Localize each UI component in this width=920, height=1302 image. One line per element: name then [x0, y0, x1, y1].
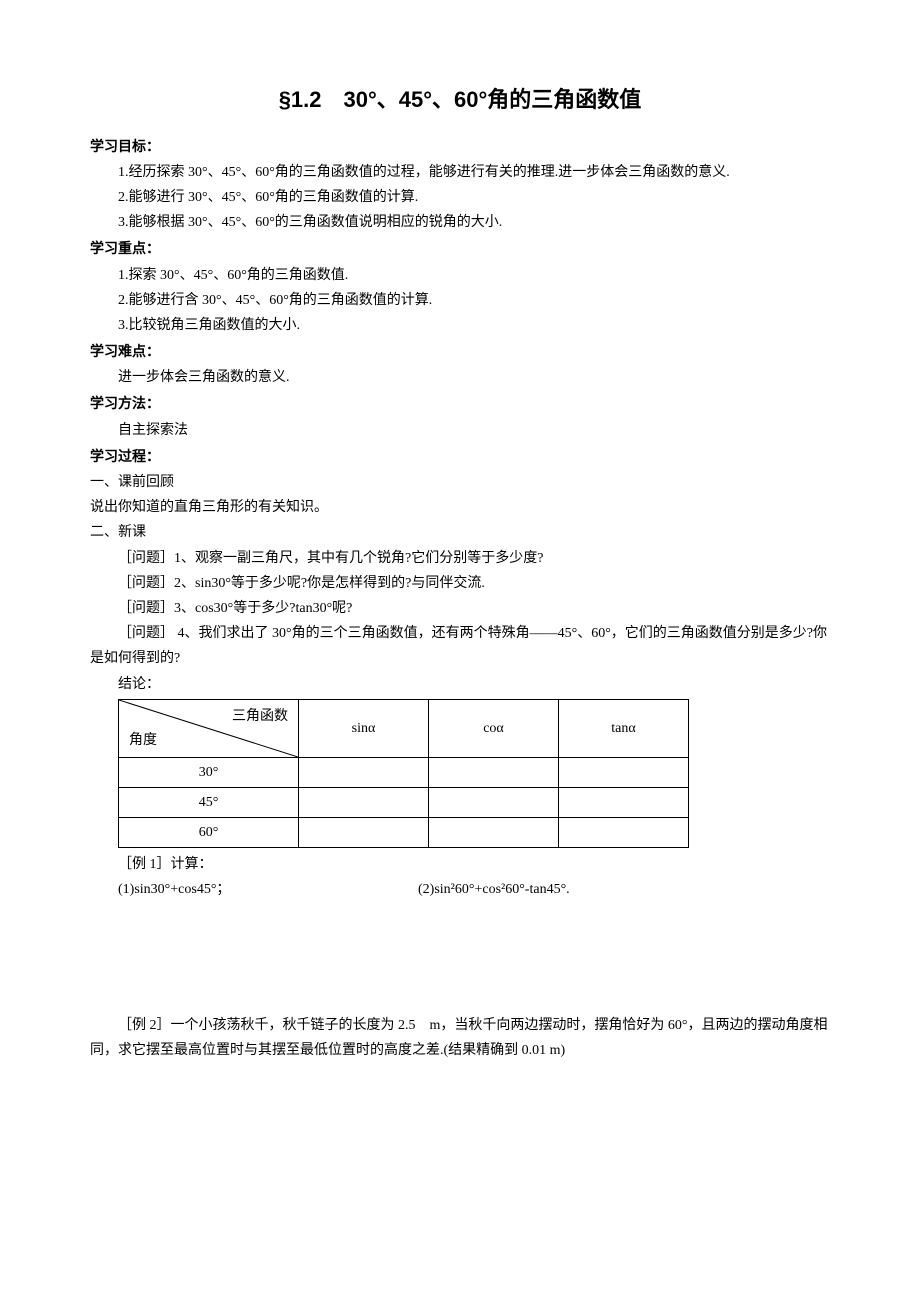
question-1: ［问题］1、观察一副三角尺，其中有几个锐角?它们分别等于多少度?: [90, 546, 830, 571]
focus-item-2: 2.能够进行含 30°、45°、60°角的三角函数值的计算.: [90, 288, 830, 313]
cell-45-sin: [299, 787, 429, 817]
focus-heading: 学习重点：: [90, 237, 830, 262]
cell-60-tan: [559, 818, 689, 848]
difficulty-item-1: 进一步体会三角函数的意义.: [90, 365, 830, 390]
method-heading: 学习方法：: [90, 392, 830, 417]
question-2: ［问题］2、sin30°等于多少呢?你是怎样得到的?与同伴交流.: [90, 571, 830, 596]
cell-30-sin: [299, 757, 429, 787]
col-header-cos: coα: [429, 699, 559, 757]
row-header-45: 45°: [119, 787, 299, 817]
cell-60-cos: [429, 818, 559, 848]
cell-30-cos: [429, 757, 559, 787]
example1-a: (1)sin30°+cos45°；: [118, 877, 418, 902]
diag-top-label: 三角函数: [232, 704, 288, 729]
objectives-item-1: 1.经历探索 30°、45°、60°角的三角函数值的过程，能够进行有关的推理.进…: [90, 160, 830, 185]
cell-45-tan: [559, 787, 689, 817]
focus-item-1: 1.探索 30°、45°、60°角的三角函数值.: [90, 263, 830, 288]
conclusion-label: 结论：: [90, 672, 830, 697]
new-heading: 二、新课: [90, 520, 830, 545]
example1-b: (2)sin²60°+cos²60°-tan45°.: [418, 877, 570, 902]
cell-45-cos: [429, 787, 559, 817]
col-header-tan: tanα: [559, 699, 689, 757]
objectives-heading: 学习目标：: [90, 135, 830, 160]
trig-table: 三角函数 角度 sinα coα tanα 30° 45° 60°: [118, 699, 689, 849]
cell-60-sin: [299, 818, 429, 848]
objectives-item-2: 2.能够进行 30°、45°、60°角的三角函数值的计算.: [90, 185, 830, 210]
row-header-30: 30°: [119, 757, 299, 787]
review-text: 说出你知道的直角三角形的有关知识。: [90, 495, 830, 520]
page-title: §1.2 30°、45°、60°角的三角函数值: [90, 80, 830, 120]
diag-header-cell: 三角函数 角度: [119, 699, 299, 757]
difficulty-heading: 学习难点：: [90, 340, 830, 365]
method-item-1: 自主探索法: [90, 418, 830, 443]
focus-item-3: 3.比较锐角三角函数值的大小.: [90, 313, 830, 338]
question-3: ［问题］3、cos30°等于多少?tan30°呢?: [90, 596, 830, 621]
diag-bottom-label: 角度: [129, 728, 157, 753]
row-header-60: 60°: [119, 818, 299, 848]
table-header-row: 三角函数 角度 sinα coα tanα: [119, 699, 689, 757]
objectives-item-3: 3.能够根据 30°、45°、60°的三角函数值说明相应的锐角的大小.: [90, 210, 830, 235]
blank-space: [90, 903, 830, 1013]
review-heading: 一、课前回顾: [90, 470, 830, 495]
process-heading: 学习过程：: [90, 445, 830, 470]
example2: ［例 2］一个小孩荡秋千，秋千链子的长度为 2.5 m，当秋千向两边摆动时，摆角…: [90, 1013, 830, 1063]
table-row-30: 30°: [119, 757, 689, 787]
table-row-45: 45°: [119, 787, 689, 817]
example1-label: ［例 1］计算：: [90, 852, 830, 877]
question-4: ［问题］ 4、我们求出了 30°角的三个三角函数值，还有两个特殊角——45°、6…: [90, 621, 830, 671]
table-row-60: 60°: [119, 818, 689, 848]
col-header-sin: sinα: [299, 699, 429, 757]
example1-problems: (1)sin30°+cos45°； (2)sin²60°+cos²60°-tan…: [118, 877, 830, 902]
cell-30-tan: [559, 757, 689, 787]
